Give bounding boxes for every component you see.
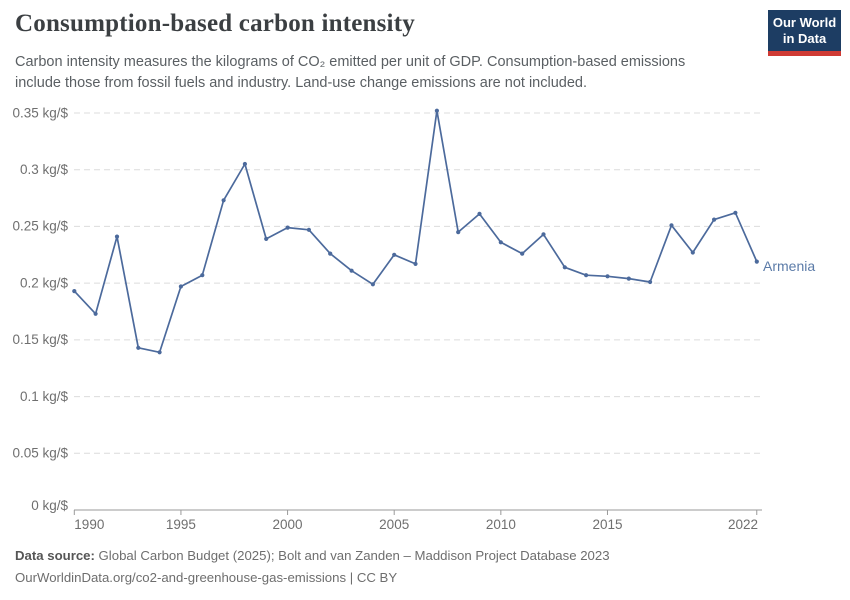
y-axis-label: 0.25 kg/$	[12, 219, 68, 234]
data-point[interactable]	[498, 240, 503, 245]
data-point[interactable]	[434, 108, 439, 113]
data-point[interactable]	[754, 259, 759, 264]
data-point[interactable]	[392, 252, 397, 257]
chart-footer: Data source: Global Carbon Budget (2025)…	[15, 545, 610, 588]
data-point[interactable]	[456, 230, 461, 235]
data-point[interactable]	[712, 217, 717, 222]
data-point[interactable]	[306, 227, 311, 232]
data-point[interactable]	[477, 211, 482, 216]
data-point[interactable]	[733, 210, 738, 215]
data-point[interactable]	[221, 198, 226, 203]
data-point[interactable]	[72, 289, 77, 294]
data-source-line: Data source: Global Carbon Budget (2025)…	[15, 545, 610, 567]
data-point[interactable]	[93, 311, 98, 316]
y-axis-label: 0.05 kg/$	[12, 446, 68, 461]
owid-url-link[interactable]: OurWorldinData.org/co2-and-greenhouse-ga…	[15, 569, 398, 585]
x-axis-label: 1995	[166, 517, 196, 532]
owid-logo-line1: Our World	[772, 15, 837, 30]
data-point[interactable]	[520, 251, 525, 256]
x-axis-label: 2000	[273, 517, 303, 532]
data-point[interactable]	[669, 223, 674, 228]
data-point[interactable]	[242, 161, 247, 167]
line-chart-canvas[interactable]: 0 kg/$ 0.05 kg/$ 0.1 kg/$ 0.15 kg/$ 0.2 kg/$…	[0, 95, 850, 540]
data-point[interactable]	[370, 282, 375, 287]
data-point[interactable]	[285, 225, 290, 230]
x-axis-label: 2010	[486, 517, 516, 532]
data-point[interactable]	[178, 284, 183, 289]
data-point[interactable]	[562, 265, 567, 270]
data-point[interactable]	[136, 345, 141, 350]
data-source-label: Data source:	[15, 548, 95, 563]
data-point[interactable]	[690, 250, 695, 255]
x-axis-label: 2022	[728, 517, 758, 532]
y-axis-label: 0.2 kg/$	[20, 275, 69, 290]
armenia-line[interactable]	[73, 109, 758, 354]
x-axis-label: 2015	[592, 517, 622, 532]
data-point[interactable]	[541, 232, 546, 237]
y-axis-label: 0.3 kg/$	[20, 162, 69, 177]
data-point[interactable]	[413, 261, 418, 266]
data-point[interactable]	[328, 251, 333, 256]
page-title: Consumption-based carbon intensity	[15, 10, 415, 37]
y-axis-label: 0.1 kg/$	[20, 389, 69, 404]
data-source-text: Global Carbon Budget (2025); Bolt and va…	[94, 548, 610, 563]
x-axis-label: 1990	[74, 517, 104, 532]
owid-logo-line2: in Data	[782, 31, 827, 46]
data-point[interactable]	[648, 279, 653, 285]
data-point[interactable]	[605, 274, 610, 279]
series-label-armenia: Armenia	[763, 258, 816, 274]
data-point[interactable]	[349, 268, 354, 273]
owid-logo[interactable]: Our World in Data	[768, 10, 841, 56]
x-axis-label: 2005	[379, 517, 409, 532]
data-point[interactable]	[264, 236, 269, 241]
y-axis-label: 0.35 kg/$	[12, 105, 68, 120]
y-axis-label: 0 kg/$	[31, 498, 68, 513]
data-point[interactable]	[626, 276, 631, 281]
y-axis-label: 0.15 kg/$	[12, 332, 68, 347]
data-point[interactable]	[584, 273, 589, 278]
data-point[interactable]	[114, 234, 120, 239]
chart-subtitle: Carbon intensity measures the kilograms …	[15, 54, 686, 91]
data-point[interactable]	[200, 273, 205, 278]
data-point[interactable]	[157, 350, 162, 355]
